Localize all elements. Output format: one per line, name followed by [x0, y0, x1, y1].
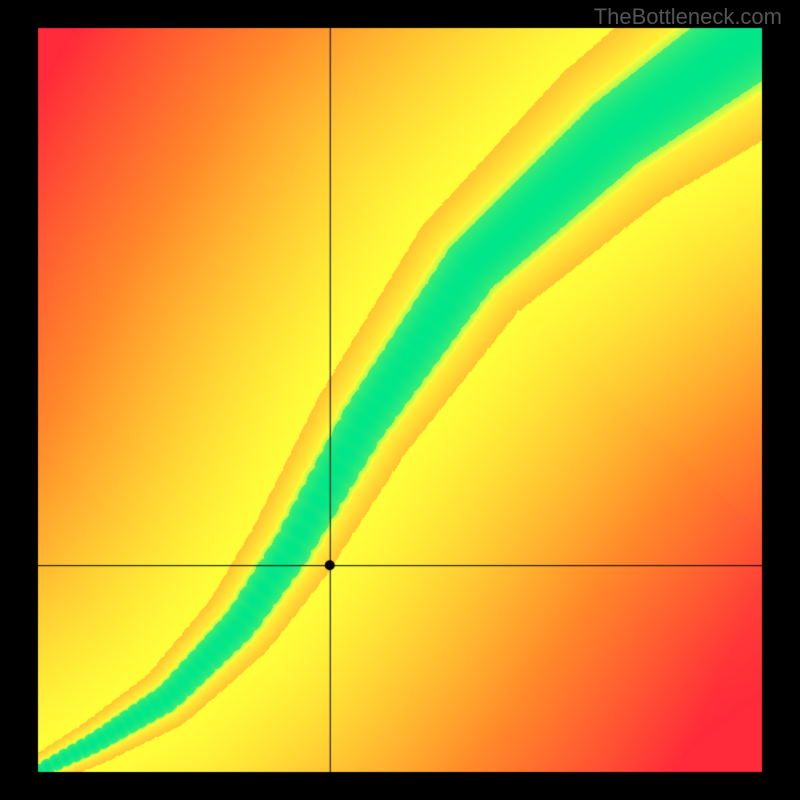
chart-container: TheBottleneck.com: [0, 0, 800, 800]
watermark-label: TheBottleneck.com: [594, 4, 782, 30]
bottleneck-heatmap: [0, 0, 800, 800]
